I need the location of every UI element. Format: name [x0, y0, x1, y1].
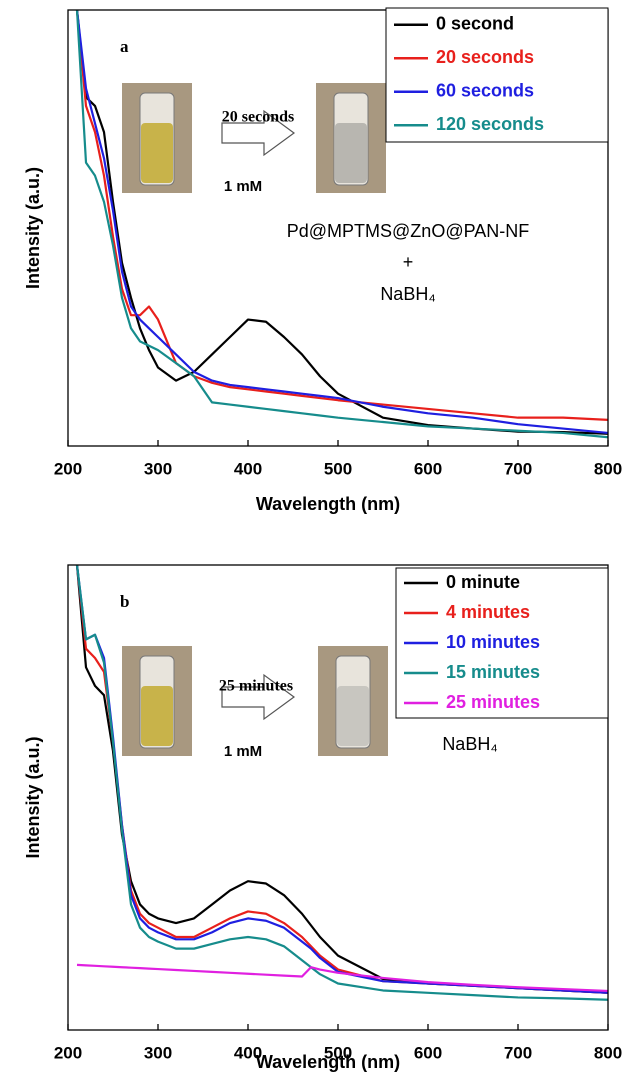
- figure: 200 300 400 500 600 700 800 Wavelength (nm) Inte…: [0, 0, 631, 1077]
- series-line: [77, 965, 608, 991]
- annotation: +: [403, 252, 414, 272]
- legend-label: 15 minutes: [446, 662, 540, 682]
- x-tick-label: 600: [414, 459, 442, 478]
- legend-label: 10 minutes: [446, 632, 540, 652]
- annotation: 1 mM: [224, 743, 262, 760]
- x-axis-label: Wavelength (nm): [256, 1052, 400, 1072]
- legend-label: 25 minutes: [446, 692, 540, 712]
- x-tick-label: 700: [504, 459, 532, 478]
- annotation: 25 minutes: [219, 678, 293, 695]
- annotation: Pd@MPTMS@ZnO@PAN-NF: [287, 221, 530, 241]
- annotation: 1 mM: [224, 178, 262, 195]
- x-tick-label: 800: [594, 1043, 622, 1062]
- legend-label: 20 seconds: [436, 47, 534, 67]
- panel: 200 300 400 500 600 700 800 Wavelength (nm) Inte…: [23, 8, 622, 514]
- x-tick-label: 800: [594, 459, 622, 478]
- annotation: 20 seconds: [222, 109, 294, 126]
- x-tick-label: 700: [504, 1043, 532, 1062]
- legend-label: 60 seconds: [436, 81, 534, 101]
- y-axis-label: Intensity (a.u.): [23, 736, 43, 858]
- vial-liquid: [141, 123, 173, 183]
- legend-label: 4 minutes: [446, 602, 530, 622]
- x-tick-label: 200: [54, 1043, 82, 1062]
- x-tick-label: 300: [144, 1043, 172, 1062]
- x-tick-label: 400: [234, 459, 262, 478]
- vial-liquid: [337, 686, 369, 746]
- annotation: NaBH₄: [380, 284, 435, 304]
- vial-liquid: [141, 686, 173, 746]
- annotation: NaBH₄: [442, 734, 497, 754]
- legend-label: 0 second: [436, 14, 514, 34]
- x-tick-label: 500: [324, 459, 352, 478]
- vial-liquid: [335, 123, 367, 183]
- x-tick-label: 200: [54, 459, 82, 478]
- x-tick-label: 300: [144, 459, 172, 478]
- panel-label: a: [120, 37, 129, 56]
- panel-label: b: [120, 592, 129, 611]
- y-axis-label: Intensity (a.u.): [23, 167, 43, 289]
- legend-label: 120 seconds: [436, 114, 544, 134]
- x-axis-label: Wavelength (nm): [256, 494, 400, 514]
- x-tick-label: 600: [414, 1043, 442, 1062]
- legend-label: 0 minute: [446, 572, 520, 592]
